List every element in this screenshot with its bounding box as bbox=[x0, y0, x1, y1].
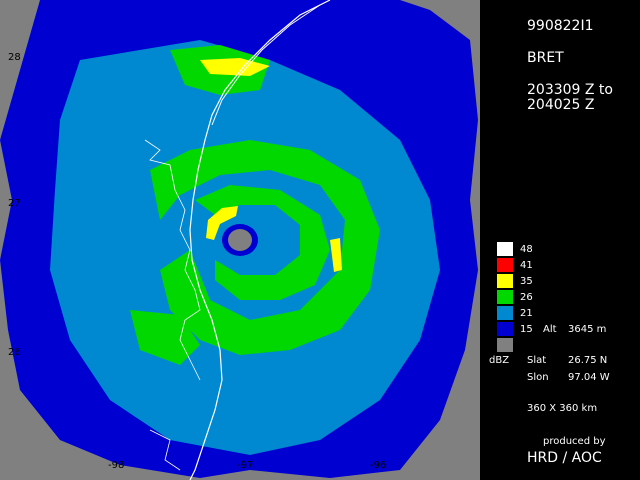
legend-swatch-15 bbox=[497, 322, 513, 336]
credit-line1: produced by bbox=[543, 436, 606, 447]
reflectivity-26-south bbox=[130, 310, 200, 365]
legend-label-21: 21 bbox=[520, 308, 533, 319]
lat-tick-27: 27 bbox=[8, 198, 21, 209]
legend-label-26: 26 bbox=[520, 292, 533, 303]
unit-label: dBZ bbox=[489, 355, 510, 366]
legend-swatch-26 bbox=[497, 290, 513, 304]
legend-label-48: 48 bbox=[520, 244, 533, 255]
legend-swatch-21 bbox=[497, 306, 513, 320]
lat-tick-26: 26 bbox=[8, 347, 21, 358]
slon-label: Slon bbox=[527, 372, 549, 383]
reflectivity-26-band-inner bbox=[195, 185, 330, 300]
time-range-line1: 203309 Z to bbox=[527, 82, 613, 98]
credit-line2: HRD / AOC bbox=[527, 450, 602, 466]
storm-name: BRET bbox=[527, 50, 564, 66]
legend-label-41: 41 bbox=[520, 260, 533, 271]
legend-swatch-35 bbox=[497, 274, 513, 288]
info-panel bbox=[480, 0, 640, 480]
slon-value: 97.04 W bbox=[568, 372, 610, 383]
legend-swatch-48 bbox=[497, 242, 513, 256]
lon-tick-97: -97 bbox=[237, 460, 253, 471]
legend-label-35: 35 bbox=[520, 276, 533, 287]
bay-shoreline bbox=[144, 139, 201, 471]
reflectivity-26-band-outer bbox=[150, 140, 380, 355]
altitude-label: Alt bbox=[543, 324, 557, 335]
time-range-line2: 204025 Z bbox=[527, 97, 595, 113]
altitude-value: 3645 m bbox=[568, 324, 607, 335]
lon-tick-96: -96 bbox=[370, 460, 386, 471]
extent-label: 360 X 360 km bbox=[527, 403, 598, 414]
reflectivity-35-north bbox=[200, 58, 270, 76]
legend-label-15: 15 bbox=[520, 324, 533, 335]
barrier-island bbox=[211, 4, 321, 126]
flight-id: 990822I1 bbox=[527, 18, 594, 34]
legend-swatch-nodata bbox=[497, 338, 513, 352]
slat-value: 26.75 N bbox=[568, 355, 608, 366]
radar-map: 28 27 26 -98 -97 -96 bbox=[0, 0, 480, 480]
slat-label: Slat bbox=[527, 355, 547, 366]
reflectivity-35-east bbox=[330, 238, 342, 272]
hurricane-eye-center bbox=[228, 229, 252, 251]
reflectivity-35-eyewall bbox=[206, 206, 238, 240]
legend-swatch-41 bbox=[497, 258, 513, 272]
lat-tick-28: 28 bbox=[8, 52, 21, 63]
coastline bbox=[189, 0, 331, 480]
lon-tick-98: -98 bbox=[108, 460, 124, 471]
